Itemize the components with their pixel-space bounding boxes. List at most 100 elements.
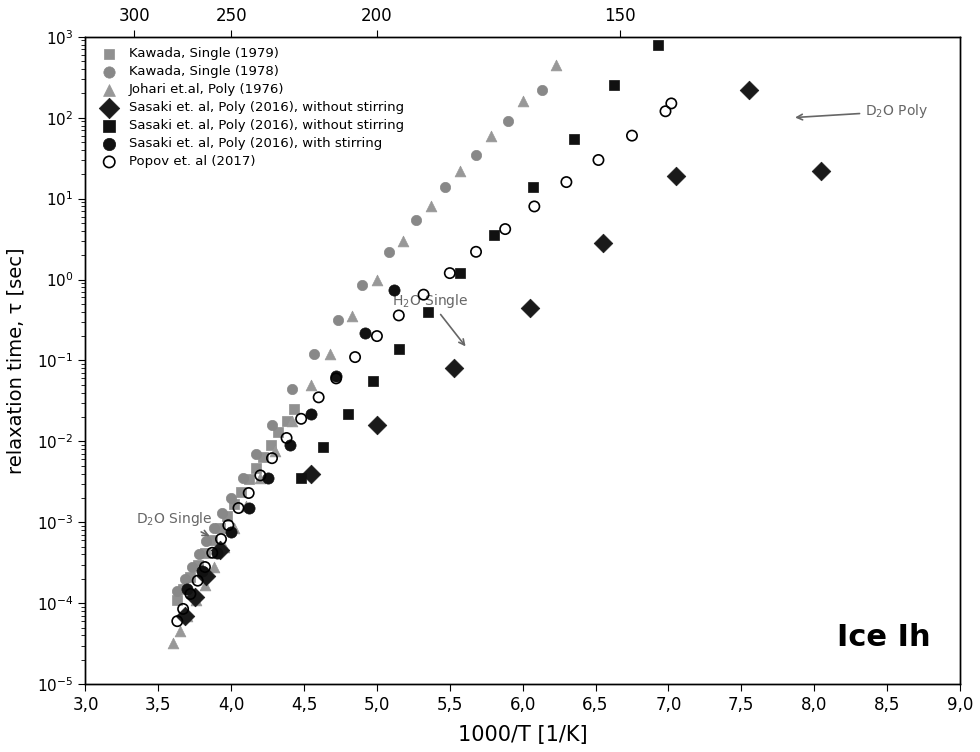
X-axis label: 1000/T [1/K]: 1000/T [1/K] xyxy=(458,725,587,745)
Johari et.al, Poly (1976) xyxy=(483,129,499,141)
Popov et. al (2017) xyxy=(278,432,294,444)
Sasaki et. al, Poly (2016), with stirring xyxy=(209,547,224,559)
Sasaki et. al, Poly (2016), without stirring xyxy=(667,170,683,182)
Kawada, Single (1979) xyxy=(286,403,302,415)
Johari et.al, Poly (1976) xyxy=(226,522,242,534)
Y-axis label: relaxation time, τ [sec]: relaxation time, τ [sec] xyxy=(7,247,25,474)
Popov et. al (2017) xyxy=(658,105,673,117)
Johari et.al, Poly (1976) xyxy=(549,59,564,71)
Popov et. al (2017) xyxy=(182,588,198,600)
Popov et. al (2017) xyxy=(241,487,257,499)
Popov et. al (2017) xyxy=(197,561,213,573)
Sasaki et. al, Poly (2016), without stirring xyxy=(607,80,622,92)
Johari et.al, Poly (1976) xyxy=(216,541,231,553)
Kawada, Single (1978) xyxy=(191,548,207,560)
Kawada, Single (1979) xyxy=(170,594,185,606)
Popov et. al (2017) xyxy=(214,533,229,545)
Popov et. al (2017) xyxy=(526,201,542,213)
Kawada, Single (1978) xyxy=(184,561,200,573)
Johari et.al, Poly (1976) xyxy=(322,348,338,360)
Johari et.al, Poly (1976) xyxy=(206,561,221,573)
Sasaki et. al, Poly (2016), without stirring xyxy=(420,306,436,318)
Sasaki et. al, Poly (2016), with stirring xyxy=(358,326,373,338)
Sasaki et. al, Poly (2016), without stirring xyxy=(340,408,356,420)
Johari et.al, Poly (1976) xyxy=(172,625,188,637)
Kawada, Single (1979) xyxy=(226,498,242,510)
Sasaki et. al, Poly (2016), with stirring xyxy=(194,565,210,577)
Sasaki et. al, Poly (2016), without stirring xyxy=(452,267,467,279)
Sasaki et. al, Poly (2016), with stirring xyxy=(223,526,239,538)
Kawada, Single (1978) xyxy=(265,419,280,431)
Johari et.al, Poly (1976) xyxy=(179,610,195,622)
Kawada, Single (1979) xyxy=(212,522,227,534)
Kawada, Single (1978) xyxy=(355,279,370,291)
Johari et.al, Poly (1976) xyxy=(197,578,213,590)
Johari et.al, Poly (1976) xyxy=(238,500,254,512)
Kawada, Single (1978) xyxy=(248,448,264,460)
Kawada, Single (1979) xyxy=(197,547,213,559)
Kawada, Single (1979) xyxy=(270,426,286,438)
Sasaki et. al, Poly (2016), with stirring xyxy=(386,284,402,296)
Sasaki et. al, Poly (2016), with stirring xyxy=(179,583,195,595)
Johari et.al, Poly (1976) xyxy=(253,472,269,484)
Popov et. al (2017) xyxy=(369,330,385,342)
Kawada, Single (1978) xyxy=(223,492,239,504)
Johari et.al, Poly (1976) xyxy=(369,274,385,286)
Kawada, Single (1979) xyxy=(190,559,206,571)
Kawada, Single (1978) xyxy=(381,246,397,258)
Popov et. al (2017) xyxy=(265,452,280,464)
Sasaki et. al, Poly (2016), without stirring xyxy=(365,375,380,387)
Sasaki et. al, Poly (2016), without stirring xyxy=(187,591,203,603)
Popov et. al (2017) xyxy=(190,575,206,587)
Kawada, Single (1978) xyxy=(329,314,345,326)
Popov et. al (2017) xyxy=(391,309,407,321)
Sasaki et. al, Poly (2016), without stirring xyxy=(565,132,581,144)
Popov et. al (2017) xyxy=(220,519,236,531)
Popov et. al (2017) xyxy=(170,615,185,627)
Johari et.al, Poly (1976) xyxy=(304,379,319,391)
Johari et.al, Poly (1976) xyxy=(268,445,283,457)
Popov et. al (2017) xyxy=(591,154,607,166)
Kawada, Single (1979) xyxy=(248,462,264,474)
Johari et.al, Poly (1976) xyxy=(588,17,604,29)
Kawada, Single (1979) xyxy=(263,439,278,451)
Sasaki et. al, Poly (2016), without stirring xyxy=(522,302,538,314)
Sasaki et. al, Poly (2016), without stirring xyxy=(446,362,462,374)
Kawada, Single (1978) xyxy=(534,84,550,96)
Johari et.al, Poly (1976) xyxy=(188,594,204,606)
Popov et. al (2017) xyxy=(230,502,246,514)
Sasaki et. al, Poly (2016), with stirring xyxy=(241,502,257,514)
Text: H$_2$O Single: H$_2$O Single xyxy=(392,292,467,345)
Popov et. al (2017) xyxy=(559,176,574,188)
Text: D$_2$O Poly: D$_2$O Poly xyxy=(797,102,928,120)
Kawada, Single (1978) xyxy=(206,522,221,534)
Johari et.al, Poly (1976) xyxy=(165,637,180,649)
Popov et. al (2017) xyxy=(175,603,191,615)
Popov et. al (2017) xyxy=(205,547,220,559)
Sasaki et. al, Poly (2016), without stirring xyxy=(525,180,541,193)
Sasaki et. al, Poly (2016), without stirring xyxy=(316,441,331,453)
Kawada, Single (1979) xyxy=(219,510,234,522)
Sasaki et. al, Poly (2016), with stirring xyxy=(281,439,297,451)
Kawada, Single (1979) xyxy=(205,534,220,546)
Johari et.al, Poly (1976) xyxy=(395,235,411,247)
Popov et. al (2017) xyxy=(442,267,458,279)
Sasaki et. al, Poly (2016), with stirring xyxy=(328,369,344,381)
Sasaki et. al, Poly (2016), without stirring xyxy=(651,38,666,50)
Sasaki et. al, Poly (2016), without stirring xyxy=(741,84,757,96)
Sasaki et. al, Poly (2016), with stirring xyxy=(260,472,275,484)
Kawada, Single (1978) xyxy=(199,535,215,547)
Kawada, Single (1978) xyxy=(215,507,230,519)
Popov et. al (2017) xyxy=(253,469,269,481)
Text: D$_2$O Single: D$_2$O Single xyxy=(136,510,213,535)
Kawada, Single (1979) xyxy=(278,414,294,426)
Sasaki et. al, Poly (2016), without stirring xyxy=(595,238,611,250)
Kawada, Single (1978) xyxy=(284,383,300,395)
Kawada, Single (1978) xyxy=(307,348,322,360)
Johari et.al, Poly (1976) xyxy=(514,96,530,108)
Sasaki et. al, Poly (2016), without stirring xyxy=(486,229,502,241)
Popov et. al (2017) xyxy=(663,98,679,110)
Sasaki et. al, Poly (2016), without stirring xyxy=(293,472,309,484)
Johari et.al, Poly (1976) xyxy=(423,201,439,213)
Popov et. al (2017) xyxy=(416,289,431,301)
